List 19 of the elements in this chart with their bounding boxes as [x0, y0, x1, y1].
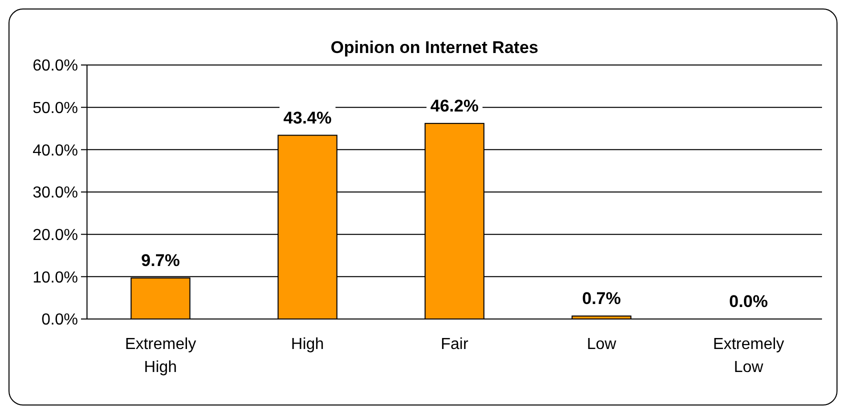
chart-title: Opinion on Internet Rates: [330, 38, 538, 57]
y-tick-label: 60.0%: [32, 58, 78, 75]
x-tick-label: High: [291, 336, 324, 353]
data-label: 0.7%: [582, 289, 621, 308]
x-tick-label: Extremely Low: [712, 336, 784, 376]
y-tick-label: 20.0%: [32, 226, 78, 244]
x-tick-label: Low: [586, 336, 617, 353]
data-label: 43.4%: [283, 108, 332, 128]
data-label: 0.0%: [729, 292, 768, 311]
y-tick-label: 10.0%: [32, 269, 78, 286]
x-tick-label: Extremely High: [124, 336, 196, 376]
data-label: 9.7%: [141, 250, 180, 270]
y-tick-label: 30.0%: [32, 184, 78, 202]
x-tick-label: Fair: [440, 336, 469, 353]
data-label: 46.2%: [430, 96, 479, 116]
y-tick-label: 40.0%: [32, 142, 78, 160]
bar: [572, 316, 632, 320]
y-tick-label: 0.0%: [42, 312, 78, 329]
y-tick-label: 50.0%: [32, 100, 78, 117]
